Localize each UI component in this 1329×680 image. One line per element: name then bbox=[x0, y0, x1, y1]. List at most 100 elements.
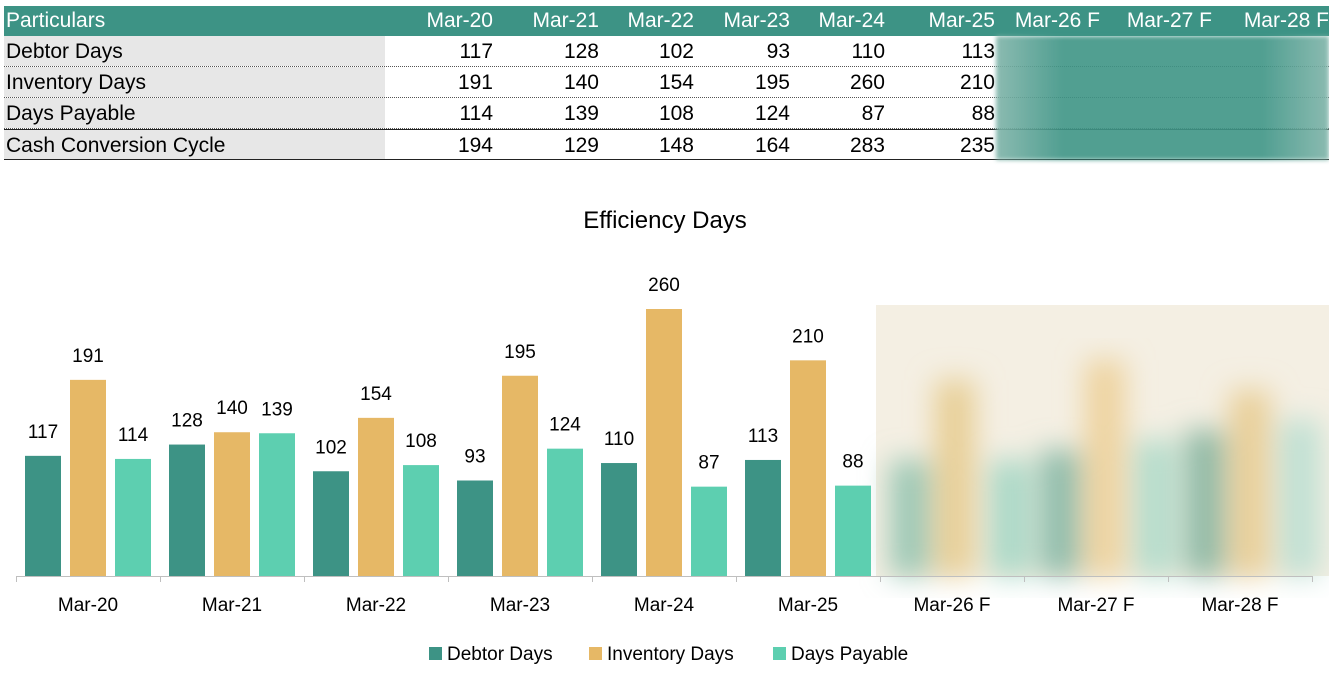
x-tick-label: Mar-23 bbox=[490, 595, 550, 616]
x-tick-label: Mar-24 bbox=[634, 595, 695, 616]
bar-days-payable bbox=[259, 433, 295, 576]
legend-label: Days Payable bbox=[791, 644, 908, 665]
data-label: 113 bbox=[748, 426, 778, 447]
data-label: 195 bbox=[504, 342, 536, 363]
x-tick-label: Mar-27 F bbox=[1057, 595, 1134, 616]
bar-debtor-days bbox=[25, 455, 61, 576]
table-cell: 110 bbox=[851, 40, 885, 63]
data-label: 88 bbox=[842, 452, 863, 473]
header-col: Mar-23 bbox=[723, 9, 790, 32]
data-label: 102 bbox=[315, 437, 347, 458]
data-label: 140 bbox=[216, 398, 248, 419]
blurred-forecast-bars bbox=[876, 305, 1329, 576]
data-label: 110 bbox=[604, 429, 634, 450]
legend-label: Debtor Days bbox=[447, 644, 553, 665]
header-col: Mar-24 bbox=[818, 9, 885, 32]
table-cell: 124 bbox=[754, 102, 790, 125]
table-cell: 164 bbox=[754, 134, 790, 157]
header-col: Mar-20 bbox=[426, 9, 493, 32]
data-label: 124 bbox=[549, 415, 581, 436]
row-label: Debtor Days bbox=[4, 36, 385, 66]
table-row: Inventory Days 191 140 154 195 260 210 bbox=[4, 67, 1329, 98]
table-cell: 139 bbox=[563, 102, 599, 125]
table-cell: 108 bbox=[658, 102, 694, 125]
table-cell: 114 bbox=[459, 102, 493, 125]
table-cell: 140 bbox=[563, 71, 599, 94]
data-label: 87 bbox=[698, 453, 719, 474]
x-tick-label: Mar-25 bbox=[778, 595, 838, 616]
table-cell: 235 bbox=[959, 134, 995, 157]
table-cell: 195 bbox=[754, 71, 790, 94]
bar-inventory-days bbox=[358, 417, 394, 576]
bar-debtor-days bbox=[745, 459, 781, 576]
header-particulars: Particulars bbox=[6, 9, 106, 32]
header-col: Mar-26 F bbox=[1014, 9, 1100, 32]
table-cell: 128 bbox=[563, 40, 599, 63]
bar-debtor-days bbox=[601, 463, 637, 576]
header-col: Mar-21 bbox=[532, 9, 599, 32]
bar-inventory-days bbox=[502, 375, 538, 576]
bar-days-payable bbox=[403, 465, 439, 576]
blurred-forecast-region bbox=[996, 36, 1329, 160]
bar-inventory-days bbox=[646, 309, 682, 576]
data-label: 139 bbox=[261, 399, 293, 420]
table-cell: 102 bbox=[658, 40, 694, 63]
table-row: Debtor Days 117 128 102 93 110 113 bbox=[4, 36, 1329, 67]
table-cell: 87 bbox=[861, 102, 885, 125]
chart-title: Efficiency Days bbox=[583, 207, 747, 234]
bar-days-payable bbox=[691, 486, 727, 576]
legend-label: Inventory Days bbox=[607, 644, 734, 665]
data-label: 128 bbox=[171, 411, 203, 432]
bar-inventory-days bbox=[214, 432, 250, 576]
header-col: Mar-28 F bbox=[1243, 9, 1329, 32]
x-tick-label: Mar-28 F bbox=[1201, 595, 1278, 616]
header-col: Mar-25 bbox=[928, 9, 995, 32]
data-label: 210 bbox=[792, 326, 824, 347]
bar-debtor-days bbox=[313, 471, 349, 576]
bar-inventory-days bbox=[790, 360, 826, 576]
x-tick-label: Mar-21 bbox=[202, 595, 262, 616]
table-cell: 117 bbox=[459, 40, 493, 63]
table-row: Days Payable 114 139 108 124 87 88 bbox=[4, 98, 1329, 129]
table-cell: 260 bbox=[849, 71, 885, 94]
data-label: 154 bbox=[360, 384, 392, 405]
legend-swatch bbox=[773, 647, 786, 660]
bar-debtor-days bbox=[457, 480, 493, 576]
bar-days-payable bbox=[547, 448, 583, 576]
data-label: 260 bbox=[648, 275, 680, 296]
data-label: 93 bbox=[464, 446, 485, 467]
data-label: 191 bbox=[72, 346, 104, 367]
efficiency-days-chart: Efficiency Days 117 191 114 128 140 139 102 154… bbox=[16, 207, 1329, 665]
legend-swatch bbox=[589, 647, 602, 660]
header-col: Mar-22 bbox=[627, 9, 694, 32]
table-cell: 113 bbox=[961, 40, 995, 63]
table-cell: 194 bbox=[457, 134, 493, 157]
x-tick-label: Mar-20 bbox=[58, 595, 118, 616]
bar-debtor-days bbox=[169, 444, 205, 576]
row-label: Cash Conversion Cycle bbox=[4, 130, 385, 159]
table-cell: 93 bbox=[766, 40, 790, 63]
table-header-row: Particulars Mar-20 Mar-21 Mar-22 Mar-23 … bbox=[4, 6, 1329, 36]
table-row: Cash Conversion Cycle 194 129 148 164 28… bbox=[4, 129, 1329, 160]
table-cell: 210 bbox=[959, 71, 995, 94]
table-cell: 148 bbox=[658, 134, 694, 157]
table-cell: 129 bbox=[563, 134, 599, 157]
table-cell: 191 bbox=[457, 71, 493, 94]
row-label: Inventory Days bbox=[4, 67, 385, 97]
data-label: 117 bbox=[28, 422, 58, 443]
data-label: 114 bbox=[118, 425, 149, 446]
chart-legend: Debtor Days Inventory Days Days Payable bbox=[429, 644, 908, 665]
x-tick-label: Mar-22 bbox=[346, 595, 406, 616]
table-cell: 154 bbox=[658, 71, 694, 94]
data-label: 108 bbox=[405, 431, 437, 452]
bar-days-payable bbox=[835, 485, 871, 576]
legend-swatch bbox=[429, 647, 442, 660]
table-cell: 283 bbox=[849, 134, 885, 157]
bar-days-payable bbox=[115, 458, 151, 576]
row-label: Days Payable bbox=[4, 98, 385, 128]
table-cell: 88 bbox=[971, 102, 995, 125]
data-table: Particulars Mar-20 Mar-21 Mar-22 Mar-23 … bbox=[4, 6, 1329, 160]
bar-inventory-days bbox=[70, 379, 106, 576]
header-col: Mar-27 F bbox=[1126, 9, 1212, 32]
x-tick-label: Mar-26 F bbox=[913, 595, 990, 616]
